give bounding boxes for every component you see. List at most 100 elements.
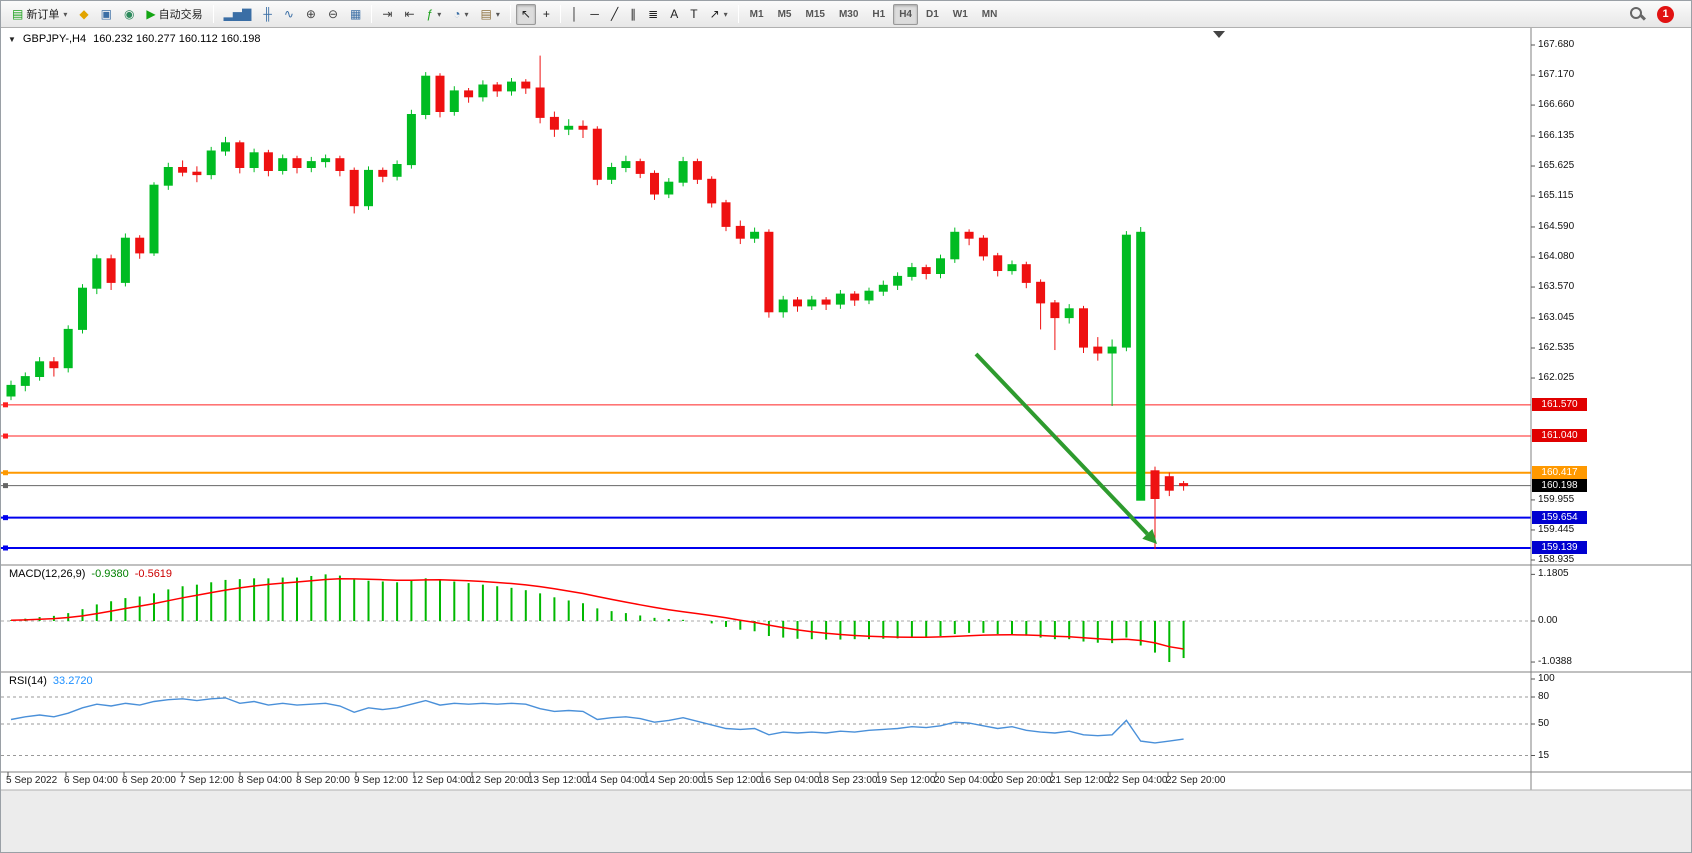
toolbar: ▤ 新订单 ▾ ◆ ▣ ◉ ▶ 自动交易 ▂▅▇ ╫ ∿ ⊕ ⊖ ▦ ⇥ ⇤ ƒ ▾ ◔ ▾ ▤ ▾ ↖ + │ ─ ╱ ∥ ≣ A T ↗ ▾… xyxy=(1,1,1691,28)
toolbar-separator xyxy=(559,5,561,23)
wizard-button[interactable]: ◆ xyxy=(74,4,93,25)
auto-scroll-button[interactable]: ⇥ xyxy=(377,4,397,25)
autotrading-button-label: 自动交易 xyxy=(158,9,203,21)
line-chart-button[interactable]: ∿ xyxy=(279,4,299,25)
wizard-icon: ◆ xyxy=(79,7,89,21)
tf-m5-button-label: M5 xyxy=(777,8,792,20)
vertical-line-icon: │ xyxy=(570,7,579,21)
indicators-button[interactable]: ƒ ▾ xyxy=(422,4,447,25)
hline-159.139[interactable] xyxy=(1,545,1531,551)
scroll-to-end-marker[interactable] xyxy=(1213,31,1225,38)
dropdown-caret-icon: ▾ xyxy=(437,9,442,19)
toolbar-separator xyxy=(371,5,373,23)
clock-icon: ◔ xyxy=(453,7,461,21)
macd-histogram xyxy=(10,574,1185,663)
tf-w1-button-label: W1 xyxy=(952,8,968,20)
rsi-label: RSI(14) 33.2720 xyxy=(9,675,93,687)
trendline-button[interactable]: ╱ xyxy=(606,4,623,25)
zoom-out-icon: ⊖ xyxy=(327,7,339,21)
hline-160.198[interactable] xyxy=(1,483,1531,489)
arrow-tool-icon: ↗ xyxy=(709,7,720,21)
text-icon: A xyxy=(670,7,679,21)
arrows-button[interactable]: ↗ ▾ xyxy=(705,4,733,25)
bar-chart-button[interactable]: ▂▅▇ xyxy=(219,4,257,25)
macd-value-main: -0.9380 xyxy=(91,568,129,580)
macd-label: MACD(12,26,9) -0.9380 -0.5619 xyxy=(9,568,172,580)
fibonacci-button[interactable]: ≣ xyxy=(643,4,663,25)
tf-w1-button[interactable]: W1 xyxy=(947,4,974,25)
cursor-icon: ↖ xyxy=(520,7,531,21)
data-window-icon: ▣ xyxy=(100,7,112,21)
tf-mn-button[interactable]: MN xyxy=(976,4,1004,25)
hline-161.040[interactable] xyxy=(1,433,1531,439)
crosshair-button[interactable]: + xyxy=(538,4,555,25)
fibonacci-icon: ≣ xyxy=(648,7,659,21)
label-icon: T xyxy=(690,7,698,21)
tf-h1-button-label: H1 xyxy=(872,8,886,20)
search-icon[interactable] xyxy=(1629,6,1645,22)
tf-d1-button[interactable]: D1 xyxy=(920,4,945,25)
bar-chart-icon: ▂▅▇ xyxy=(223,7,252,21)
chart-menu-icon[interactable]: ▼ xyxy=(8,34,16,44)
data-window-button[interactable]: ▣ xyxy=(96,4,117,25)
dropdown-caret-icon: ▾ xyxy=(464,9,469,19)
trendline-icon: ╱ xyxy=(610,7,619,21)
rsi-value: 33.2720 xyxy=(52,675,93,687)
dropdown-caret-icon: ▾ xyxy=(495,9,500,19)
tf-m1-button[interactable]: M1 xyxy=(744,4,770,25)
vertical-line-button[interactable]: │ xyxy=(566,4,584,25)
tf-m15-button[interactable]: M15 xyxy=(799,4,830,25)
community-button[interactable]: ◉ xyxy=(119,4,139,25)
hline-160.417[interactable] xyxy=(1,470,1531,476)
toolbar-separator xyxy=(737,5,739,23)
zoom-in-button[interactable]: ⊕ xyxy=(301,4,321,25)
new-order-button-label: 新订单 xyxy=(26,9,60,21)
new-order-button[interactable]: ▤ 新订单 ▾ xyxy=(7,4,72,25)
chart-title: ▼ GBPJPY-,H4 160.232 160.277 160.112 160… xyxy=(8,33,261,45)
text-button[interactable]: A xyxy=(665,4,683,25)
rsi-name: RSI(14) xyxy=(9,675,47,687)
dropdown-caret-icon: ▾ xyxy=(63,9,68,19)
tf-m30-button-label: M30 xyxy=(838,8,859,20)
tf-h4-button[interactable]: H4 xyxy=(893,3,918,25)
candlestick-icon: ╫ xyxy=(263,7,272,21)
macd-value-signal: -0.5619 xyxy=(134,568,173,580)
autotrading-button[interactable]: ▶ 自动交易 xyxy=(141,4,207,25)
trend-arrow[interactable] xyxy=(974,352,1157,544)
toolbar-separator xyxy=(212,5,214,23)
tf-m30-button[interactable]: M30 xyxy=(833,4,864,25)
templates-button[interactable]: ▤ ▾ xyxy=(475,4,504,25)
cursor-button[interactable]: ↖ xyxy=(515,3,536,25)
zoom-out-button[interactable]: ⊖ xyxy=(323,4,343,25)
dropdown-caret-icon: ▾ xyxy=(723,9,728,19)
rsi-line xyxy=(10,697,1184,744)
hline-159.654[interactable] xyxy=(1,515,1531,521)
tile-windows-button[interactable]: ▦ xyxy=(345,4,366,25)
chart-shift-icon: ⇤ xyxy=(404,7,415,21)
toolbar-right: 1 xyxy=(1629,5,1686,23)
label-button[interactable]: T xyxy=(685,4,702,25)
macd-signal-line xyxy=(10,577,1184,650)
ohlc-values: 160.232 160.277 160.112 160.198 xyxy=(93,33,261,45)
indicators-icon: ƒ xyxy=(426,7,434,21)
periods-button[interactable]: ◔ ▾ xyxy=(448,4,473,25)
hline-161.570[interactable] xyxy=(1,402,1531,408)
tf-mn-button-label: MN xyxy=(981,8,998,20)
tf-h4-button-label: H4 xyxy=(899,8,912,20)
tf-h1-button[interactable]: H1 xyxy=(866,4,891,25)
channel-button[interactable]: ∥ xyxy=(625,4,641,25)
toolbar-separator xyxy=(509,5,511,23)
tf-m5-button[interactable]: M5 xyxy=(772,4,798,25)
tile-windows-icon: ▦ xyxy=(350,7,362,21)
horizontal-line-button[interactable]: ─ xyxy=(585,4,604,25)
chart-shift-button[interactable]: ⇤ xyxy=(399,4,419,25)
candlestick-chart-button[interactable]: ╫ xyxy=(258,4,277,25)
horizontal-line-icon: ─ xyxy=(590,7,599,21)
channel-icon: ∥ xyxy=(630,7,637,21)
notification-badge[interactable]: 1 xyxy=(1657,5,1674,23)
chart-canvas[interactable] xyxy=(1,28,1692,853)
auto-scroll-icon: ⇥ xyxy=(382,7,393,21)
zoom-in-icon: ⊕ xyxy=(305,7,316,21)
new-order-icon: ▤ xyxy=(12,7,24,21)
